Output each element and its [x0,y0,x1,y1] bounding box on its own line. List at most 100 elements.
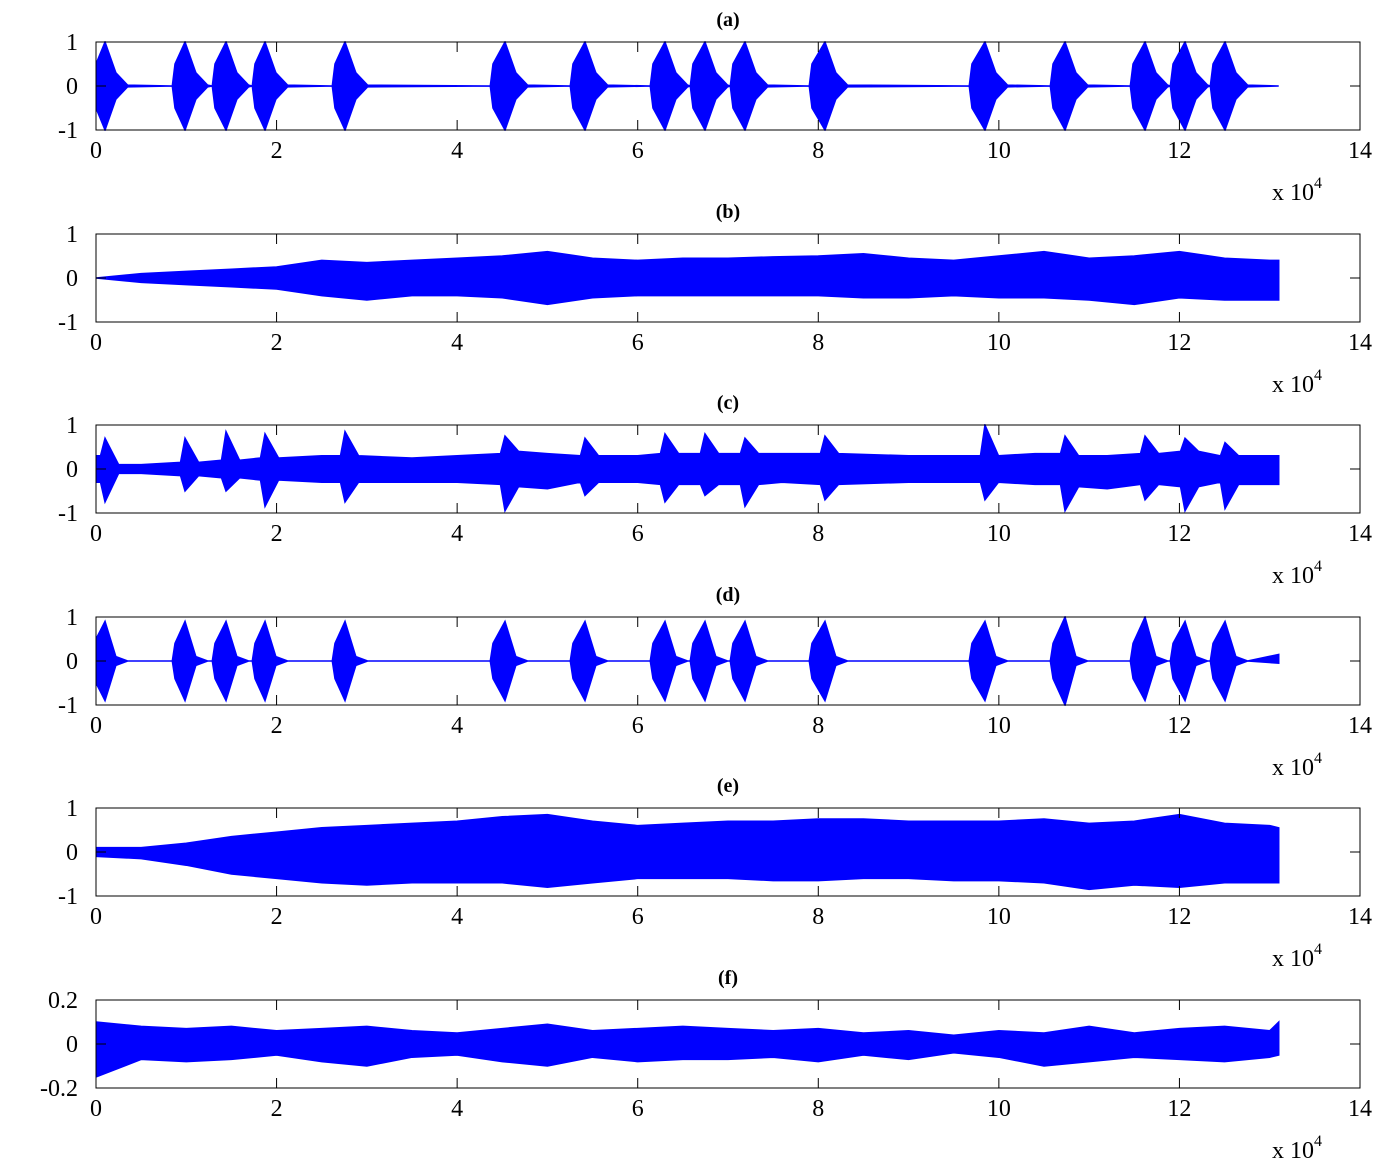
subplot-title: (b) [716,201,740,223]
x-tick-label: 4 [451,138,463,164]
x-tick-label: 8 [812,1096,824,1122]
x-tick-label: 0 [90,521,102,547]
x-tick-label: 10 [987,521,1011,547]
x-tick-label: 14 [1348,904,1372,930]
x-tick-label: 0 [90,1096,102,1122]
x-tick-label: 12 [1167,904,1191,930]
x-tick-label: 4 [451,713,463,739]
x-tick-label: 6 [632,904,644,930]
x-tick-label: 2 [271,521,283,547]
x-tick-label: 14 [1348,330,1372,356]
x-multiplier-base: x 10 [1272,755,1314,781]
x-tick-label: 14 [1348,713,1372,739]
x-multiplier-base: x 10 [1272,563,1314,589]
x-tick-label: 8 [812,713,824,739]
x-multiplier-exponent: 4 [1314,750,1322,767]
y-tick-label: -1 [58,501,78,527]
x-tick-label: 2 [271,330,283,356]
x-tick-label: 0 [90,904,102,930]
x-tick-label: 8 [812,521,824,547]
x-multiplier: x 104 [1272,941,1322,972]
y-tick-label: 0 [66,74,78,100]
x-tick-label: 2 [271,138,283,164]
subplot-title: (c) [717,392,739,414]
x-tick-label: 4 [451,521,463,547]
x-tick-label: 0 [90,138,102,164]
x-tick-label: 6 [632,713,644,739]
signal-envelope [96,250,1280,306]
y-tick-label: -0.2 [40,1076,78,1102]
x-multiplier-exponent: 4 [1314,367,1322,384]
x-multiplier-base: x 10 [1272,1138,1314,1158]
signal-envelope [96,41,1279,131]
x-tick-label: 10 [987,1096,1011,1122]
y-tick-label: -1 [58,118,78,144]
subplot-title: (f) [718,967,738,989]
x-tick-label: 12 [1167,330,1191,356]
subplot: (f)-0.200.20 2 4 6 8 10 12 14x 104 [40,967,1372,1158]
signal-envelope [96,424,1280,514]
x-multiplier: x 104 [1272,367,1322,398]
signal-envelope [96,813,1280,891]
x-multiplier: x 104 [1272,558,1322,589]
x-tick-label: 2 [271,713,283,739]
x-tick-label: 6 [632,138,644,164]
x-tick-label: 14 [1348,1096,1372,1122]
subplot-title: (a) [716,9,739,31]
x-tick-label: 10 [987,713,1011,739]
x-multiplier-exponent: 4 [1314,1133,1322,1150]
y-tick-label: 1 [66,30,78,56]
x-multiplier-base: x 10 [1272,372,1314,398]
y-tick-label: 0 [66,457,78,483]
y-tick-label: -1 [58,884,78,910]
subplot-title: (d) [716,584,740,606]
x-tick-label: 4 [451,330,463,356]
x-tick-label: 12 [1167,138,1191,164]
x-multiplier: x 104 [1272,1133,1322,1158]
x-tick-label: 8 [812,904,824,930]
x-tick-label: 10 [987,330,1011,356]
x-tick-label: 12 [1167,521,1191,547]
x-tick-label: 2 [271,904,283,930]
x-tick-label: 4 [451,904,463,930]
signal-envelope [96,1020,1280,1078]
signal-envelope [96,616,1280,706]
y-tick-label: 0 [66,1032,78,1058]
y-tick-label: 1 [66,222,78,248]
y-tick-label: 0.2 [48,988,78,1014]
y-tick-label: 0 [66,266,78,292]
subplot-title: (e) [717,775,739,797]
x-multiplier-exponent: 4 [1314,175,1322,192]
y-tick-label: 0 [66,649,78,675]
y-tick-label: -1 [58,693,78,719]
x-tick-label: 10 [987,904,1011,930]
y-tick-label: 0 [66,840,78,866]
x-tick-label: 14 [1348,138,1372,164]
x-tick-label: 2 [271,1096,283,1122]
x-tick-label: 4 [451,1096,463,1122]
x-multiplier: x 104 [1272,750,1322,781]
x-tick-label: 12 [1167,1096,1191,1122]
x-tick-label: 6 [632,521,644,547]
x-multiplier-base: x 10 [1272,180,1314,206]
x-multiplier-exponent: 4 [1314,558,1322,575]
x-multiplier-base: x 10 [1272,946,1314,972]
x-tick-label: 10 [987,138,1011,164]
y-tick-label: 1 [66,413,78,439]
x-multiplier-exponent: 4 [1314,941,1322,958]
y-tick-label: -1 [58,310,78,336]
y-tick-label: 1 [66,605,78,631]
x-tick-label: 6 [632,330,644,356]
x-tick-label: 6 [632,1096,644,1122]
x-tick-label: 0 [90,713,102,739]
x-multiplier: x 104 [1272,175,1322,206]
x-tick-label: 14 [1348,521,1372,547]
x-tick-label: 0 [90,330,102,356]
x-tick-label: 12 [1167,713,1191,739]
